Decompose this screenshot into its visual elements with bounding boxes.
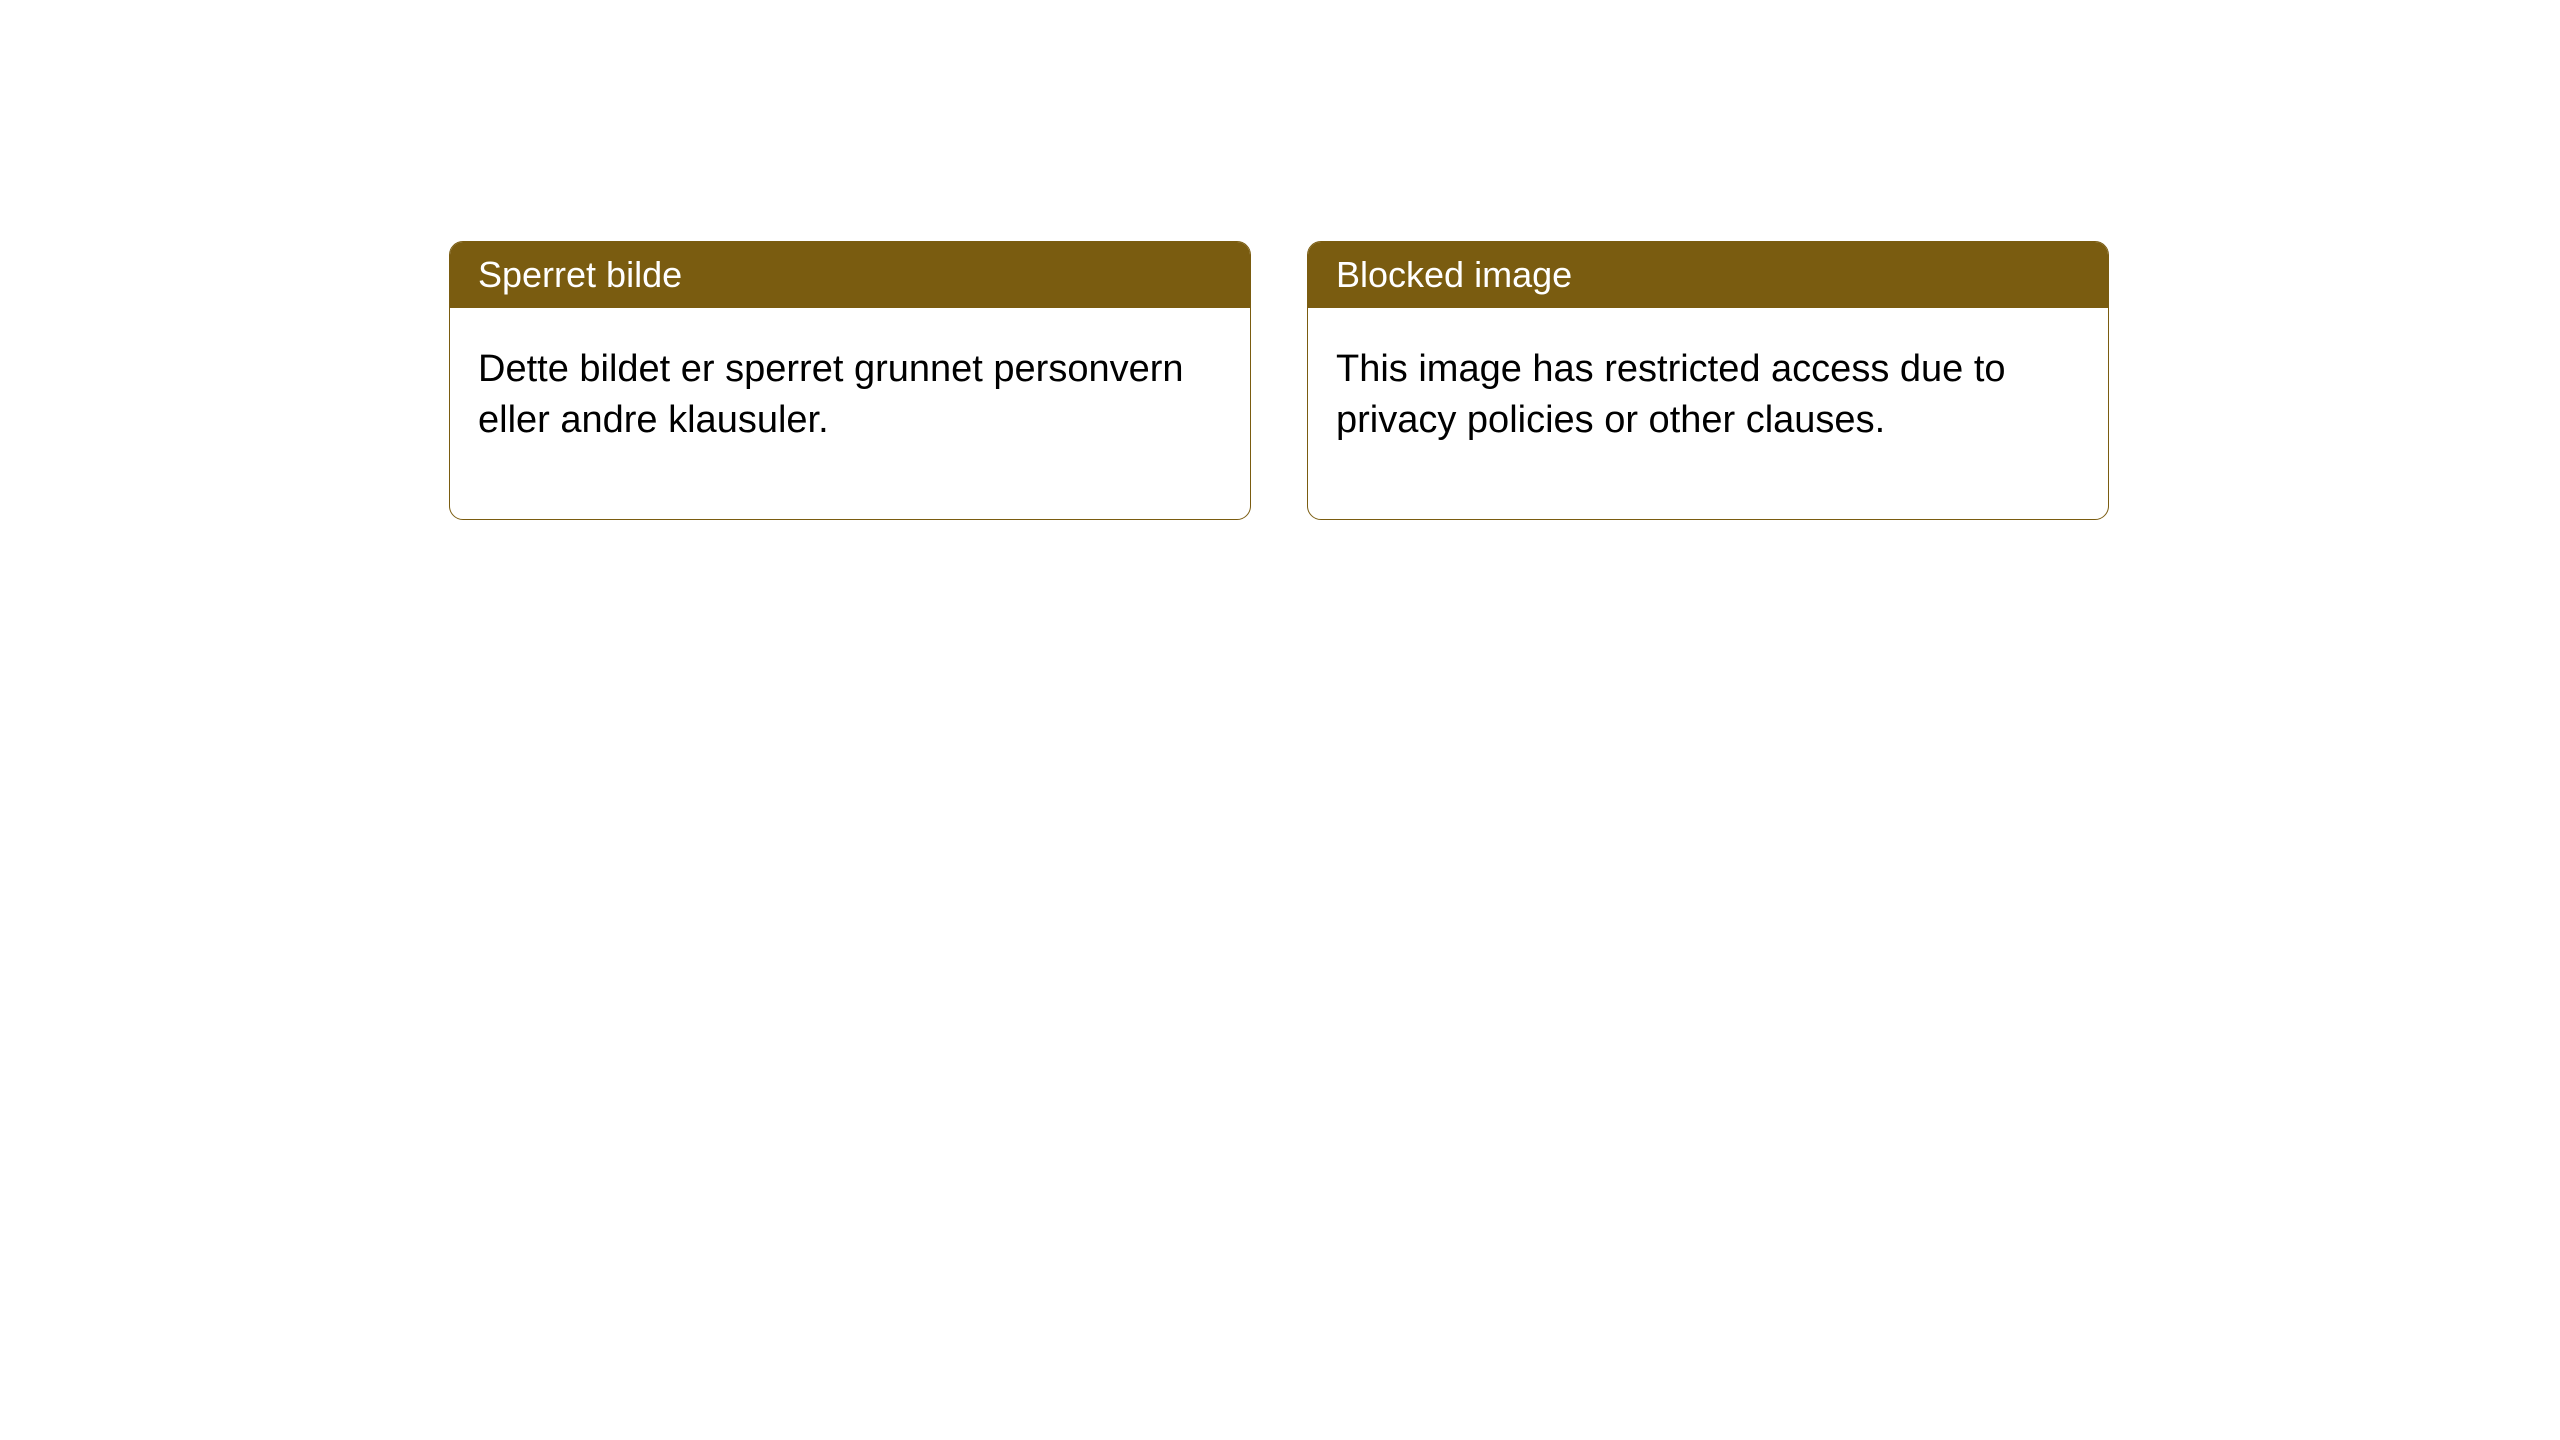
card-body: Dette bildet er sperret grunnet personve… [450, 308, 1250, 519]
notice-card-norwegian: Sperret bilde Dette bildet er sperret gr… [449, 241, 1251, 520]
card-body-text: This image has restricted access due to … [1336, 348, 2006, 441]
card-header: Sperret bilde [450, 242, 1250, 308]
card-header: Blocked image [1308, 242, 2108, 308]
card-body: This image has restricted access due to … [1308, 308, 2108, 519]
notice-container: Sperret bilde Dette bildet er sperret gr… [449, 241, 2109, 520]
card-title: Blocked image [1336, 254, 1572, 295]
card-body-text: Dette bildet er sperret grunnet personve… [478, 348, 1184, 441]
notice-card-english: Blocked image This image has restricted … [1307, 241, 2109, 520]
card-title: Sperret bilde [478, 254, 682, 295]
